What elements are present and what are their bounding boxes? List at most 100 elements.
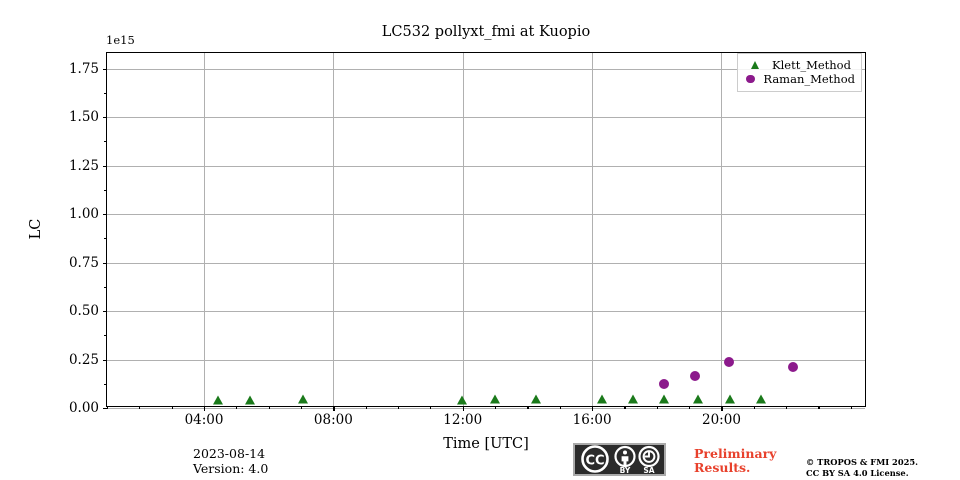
gridline-horizontal <box>107 408 865 409</box>
gridline-horizontal <box>107 311 865 312</box>
y-minor-tick <box>104 189 107 191</box>
y-tick-label: 0.75 <box>68 254 99 271</box>
x-tick-mark <box>333 406 335 411</box>
copyright-line-1: © TROPOS & FMI 2025. <box>806 457 919 467</box>
preliminary-line-2: Results. <box>694 460 751 475</box>
y-minor-tick <box>104 141 107 143</box>
gridline-horizontal <box>107 165 865 167</box>
x-minor-tick <box>559 406 561 409</box>
gridline-horizontal <box>107 117 865 119</box>
copyright-line-2: CC BY SA 4.0 License. <box>806 468 909 478</box>
svg-text:CC: CC <box>585 454 604 469</box>
y-minor-tick <box>104 92 107 94</box>
x-minor-tick <box>527 406 529 409</box>
x-tick-mark <box>592 406 594 411</box>
legend-item-label: Klett_Method <box>772 58 851 72</box>
data-point-klett-method <box>297 394 308 404</box>
y-axis-offset-text: 1e15 <box>106 33 135 47</box>
y-minor-tick <box>104 286 107 288</box>
y-tick-label: 1.75 <box>68 60 99 77</box>
x-minor-tick <box>430 406 432 409</box>
x-axis-label: Time [UTC] <box>443 436 529 452</box>
data-point-raman-method <box>690 371 701 382</box>
raman-circle-icon <box>744 74 757 84</box>
data-point-klett-method <box>490 394 501 404</box>
x-minor-tick <box>850 406 852 409</box>
data-point-klett-method <box>724 394 735 404</box>
y-tick-mark <box>102 165 107 167</box>
y-minor-tick <box>104 383 107 385</box>
y-tick-label: 0.25 <box>68 351 99 368</box>
data-point-klett-method <box>692 394 703 404</box>
y-tick-mark <box>102 359 107 361</box>
x-minor-tick <box>236 406 238 409</box>
data-point-raman-method <box>787 361 798 372</box>
gridline-vertical <box>462 53 464 406</box>
klett-triangle-icon <box>744 61 766 69</box>
y-tick-mark <box>102 68 107 70</box>
x-minor-tick <box>818 406 820 409</box>
legend-item-klett[interactable]: Klett_Method <box>744 58 855 72</box>
legend: Klett_Method Raman_Method <box>737 53 862 92</box>
gridline-horizontal <box>107 68 865 70</box>
x-minor-tick <box>365 406 367 409</box>
x-minor-tick <box>398 406 400 409</box>
gridline-horizontal <box>107 262 865 264</box>
x-tick-label: 20:00 <box>702 412 741 428</box>
y-tick-mark <box>102 214 107 216</box>
x-minor-tick <box>171 406 173 409</box>
gridline-vertical <box>592 53 594 406</box>
x-minor-tick <box>786 406 788 409</box>
y-tick-label: 1.00 <box>68 206 99 222</box>
version-text: Version: 4.0 <box>193 461 269 476</box>
y-tick-label: 0.00 <box>68 400 99 416</box>
gridline-vertical <box>204 53 206 406</box>
x-minor-tick <box>301 406 303 409</box>
x-minor-tick <box>656 406 658 409</box>
legend-item-label: Raman_Method <box>763 72 855 86</box>
x-tick-mark <box>462 406 464 411</box>
x-tick-label: 16:00 <box>572 412 612 428</box>
data-point-klett-method <box>244 395 255 405</box>
footer-metadata: 2023-08-14 Version: 4.0 <box>193 446 268 476</box>
y-minor-tick <box>104 335 107 337</box>
y-tick-label: 1.25 <box>68 157 99 174</box>
gridline-vertical <box>721 53 723 406</box>
y-tick-mark <box>102 408 107 410</box>
data-point-klett-method <box>628 394 639 404</box>
y-tick-mark <box>102 311 107 313</box>
data-point-klett-method <box>659 394 670 404</box>
data-point-klett-method <box>597 394 608 404</box>
x-tick-mark <box>721 406 723 411</box>
x-minor-tick <box>139 406 141 409</box>
svg-text:SA: SA <box>643 466 654 475</box>
legend-item-raman[interactable]: Raman_Method <box>744 72 855 86</box>
data-point-raman-method <box>659 379 670 390</box>
data-point-klett-method <box>456 395 467 405</box>
gridline-horizontal <box>107 359 865 361</box>
y-minor-tick <box>104 238 107 240</box>
y-axis-label: LC <box>28 218 44 240</box>
data-point-raman-method <box>723 357 734 368</box>
data-point-klett-method <box>755 394 766 404</box>
svg-text:BY: BY <box>620 466 631 475</box>
measurement-date: 2023-08-14 <box>193 446 266 461</box>
data-point-klett-method <box>212 395 223 405</box>
gridline-vertical <box>333 53 335 406</box>
x-minor-tick <box>107 406 109 409</box>
x-tick-label: 08:00 <box>313 412 353 428</box>
cc-license-badge-icon: CC BY SA <box>573 443 666 476</box>
data-point-klett-method <box>531 394 542 404</box>
x-minor-tick <box>689 406 691 409</box>
x-tick-label: 04:00 <box>184 412 224 428</box>
y-tick-label: 1.50 <box>68 109 99 126</box>
x-tick-label: 12:00 <box>443 412 483 428</box>
preliminary-line-1: Preliminary <box>694 446 777 461</box>
y-tick-label: 0.50 <box>68 303 99 319</box>
y-tick-mark <box>102 117 107 119</box>
plot-area: 0.00 0.25 0.50 0.75 1.00 1.25 1.50 1.75 04:00 08… <box>69 52 866 428</box>
x-minor-tick <box>753 406 755 409</box>
x-tick-mark <box>204 406 206 411</box>
preliminary-results-notice: Preliminary Results. <box>694 447 776 475</box>
gridline-horizontal <box>107 214 865 215</box>
